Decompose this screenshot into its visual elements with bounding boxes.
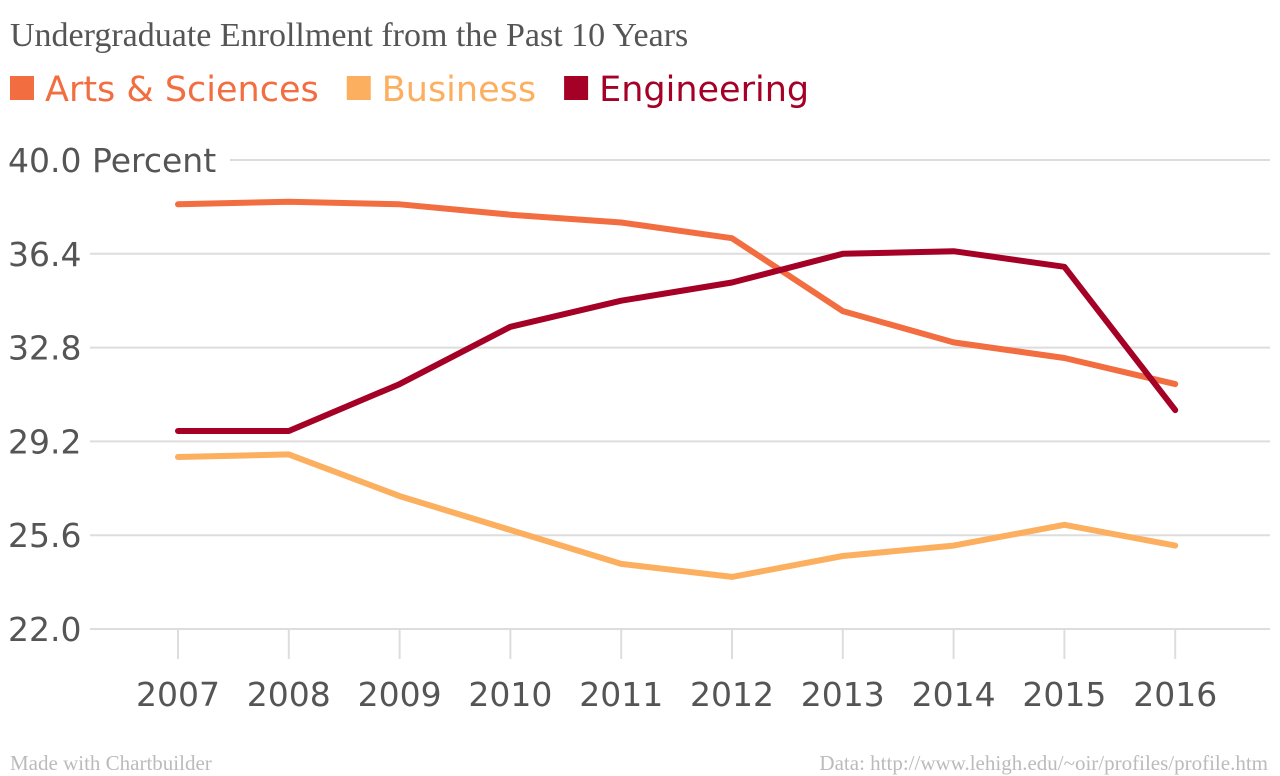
y-tick-label-5: 40.0 Percent xyxy=(8,141,216,180)
legend: Arts & Sciences Business Engineering xyxy=(10,70,809,110)
series-line-2 xyxy=(175,248,1179,434)
legend-swatch-0 xyxy=(10,76,34,100)
x-tick-label-5: 2012 xyxy=(690,675,774,714)
x-tick-label-3: 2010 xyxy=(468,675,552,714)
legend-label-0: Arts & Sciences xyxy=(45,70,319,110)
y-tick-label-4: 36.4 xyxy=(8,235,81,274)
series-line-1 xyxy=(175,451,1179,580)
y-axis: 22.0 25.6 29.2 32.8 36.4 40.0 Percent xyxy=(8,141,216,649)
x-tick-label-9: 2016 xyxy=(1133,675,1217,714)
y-tick-label-1: 25.6 xyxy=(8,516,81,555)
x-tick-label-1: 2008 xyxy=(247,675,331,714)
y-tick-label-2: 29.2 xyxy=(8,422,81,461)
x-tick-label-7: 2014 xyxy=(912,675,996,714)
legend-swatch-1 xyxy=(346,76,371,100)
x-tick-label-8: 2015 xyxy=(1022,675,1106,714)
legend-swatch-2 xyxy=(564,76,589,100)
y-tick-label-0: 22.0 xyxy=(8,610,81,649)
legend-label-2: Engineering xyxy=(599,70,809,110)
footer-source: Data: http://www.lehigh.edu/~oir/profile… xyxy=(819,751,1268,775)
x-tick-label-6: 2013 xyxy=(801,675,885,714)
series-group xyxy=(175,198,1179,580)
footer-credit: Made with Chartbuilder xyxy=(10,751,212,775)
series-line-0 xyxy=(175,198,1179,388)
x-tick-label-2: 2009 xyxy=(358,675,442,714)
legend-label-1: Business xyxy=(382,70,536,110)
gridlines xyxy=(90,159,1270,630)
x-axis: 2007 2008 2009 2010 2011 2012 2013 2014 2015 2016 xyxy=(136,629,1217,714)
y-tick-label-3: 32.8 xyxy=(8,329,81,368)
chart-title: Undergraduate Enrollment from the Past 1… xyxy=(10,17,688,54)
x-tick-label-4: 2011 xyxy=(579,675,663,714)
x-tick-label-0: 2007 xyxy=(136,675,220,714)
